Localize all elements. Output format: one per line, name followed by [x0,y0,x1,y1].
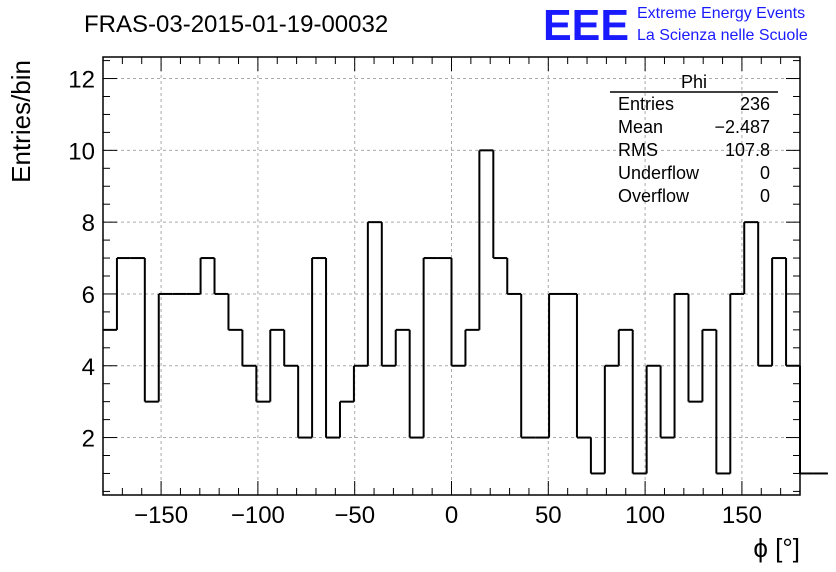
histogram-bin [645,364,661,474]
chart-title: FRAS-03-2015-01-19-00032 [84,11,388,38]
stats-row-value: 236 [740,94,770,114]
x-tick-label: −100 [231,502,285,529]
histogram-bin [575,293,591,439]
histogram-bin [478,149,494,330]
histogram-bin [548,292,564,438]
y-tick-label: 6 [82,282,95,309]
y-tick-label: 12 [68,67,95,94]
histogram-bin [394,328,410,366]
histogram-bin [715,329,731,475]
x-tick-label: −50 [334,502,375,529]
histogram-bin [115,257,131,330]
logo-line-2: La Scienza nelle Scuole [637,27,808,44]
x-tick-label: 50 [535,502,562,529]
histogram-bin [311,257,327,438]
histogram-bin [701,328,717,402]
stats-name: Phi [681,72,707,92]
y-tick-label: 2 [82,426,95,453]
histogram-bin [743,221,759,294]
histogram-bin [297,365,313,439]
histogram-bin [283,329,299,367]
stats-box: Phi Entries 236 Mean −2.487 RMS 107.8 Underflo… [610,72,778,206]
histogram-bin [799,365,814,475]
histogram-bin [631,329,647,475]
histogram-bin [687,293,703,403]
histogram-bin [422,257,438,438]
histogram-bin [199,257,215,294]
histogram-bin [338,400,354,438]
y-tick-label: 8 [82,210,95,237]
histogram-bin [771,257,787,366]
histogram-bin [255,365,271,403]
histogram-bin [520,293,536,439]
histogram-bin [269,328,285,402]
histogram-bin [143,258,159,403]
histogram-bin [464,328,480,366]
eee-logo-mark: EEE [543,1,629,50]
stats-row-value: 0 [760,163,770,183]
stats-row: Mean −2.487 [618,117,770,137]
histogram-bin [673,292,689,438]
histogram-bin [157,292,173,402]
x-tick-label: 150 [722,502,762,529]
stats-row: Entries 236 [618,94,770,114]
stats-row-label: Mean [618,117,663,137]
logo-line-1: Extreme Energy Events [637,5,805,22]
stats-row-label: Underflow [618,163,700,183]
histogram-bin [603,364,619,474]
stats-row-label: Overflow [618,186,690,206]
stats-row-label: Entries [618,94,674,114]
histogram-bin [589,437,605,475]
histogram-bin [617,328,633,366]
y-axis-label: Entries/bin [6,60,36,183]
histogram-bin [492,150,508,260]
x-axis: −150 −100 −50 0 50 100 150 [102,57,801,529]
x-tick-label: 0 [445,502,458,529]
eee-logo: EEE Extreme Energy Events La Scienza nel… [543,1,808,50]
histogram-bin [366,221,382,366]
stats-row: RMS 107.8 [618,140,770,160]
stats-row-value: −2.487 [714,117,770,137]
stats-row: Underflow 0 [618,163,770,183]
histogram-bin [408,329,424,439]
histogram-bin [729,292,745,474]
x-tick-label: 100 [625,502,665,529]
stats-row: Overflow 0 [618,186,770,206]
histogram-bin [241,329,257,367]
stats-row-value: 0 [760,186,770,206]
y-tick-label: 4 [82,354,95,381]
stats-row-label: RMS [618,140,658,160]
histogram-bin [227,293,243,331]
y-tick-label: 10 [68,138,95,165]
histogram-bin [659,365,675,439]
histogram-bin [352,364,368,402]
histogram-bin [785,258,800,367]
histogram-bin [450,258,466,367]
histogram-bin [325,258,340,439]
histogram-bin [757,222,773,367]
histogram-bin [213,258,229,295]
x-tick-label: −150 [134,502,188,529]
y-axis: 2 4 6 8 10 12 [68,60,800,492]
stats-row-value: 107.8 [725,140,770,160]
histogram-bin [380,222,396,367]
histogram-bin [506,258,522,295]
x-axis-label: ϕ [°] [753,533,800,563]
histogram-bins [103,149,828,475]
